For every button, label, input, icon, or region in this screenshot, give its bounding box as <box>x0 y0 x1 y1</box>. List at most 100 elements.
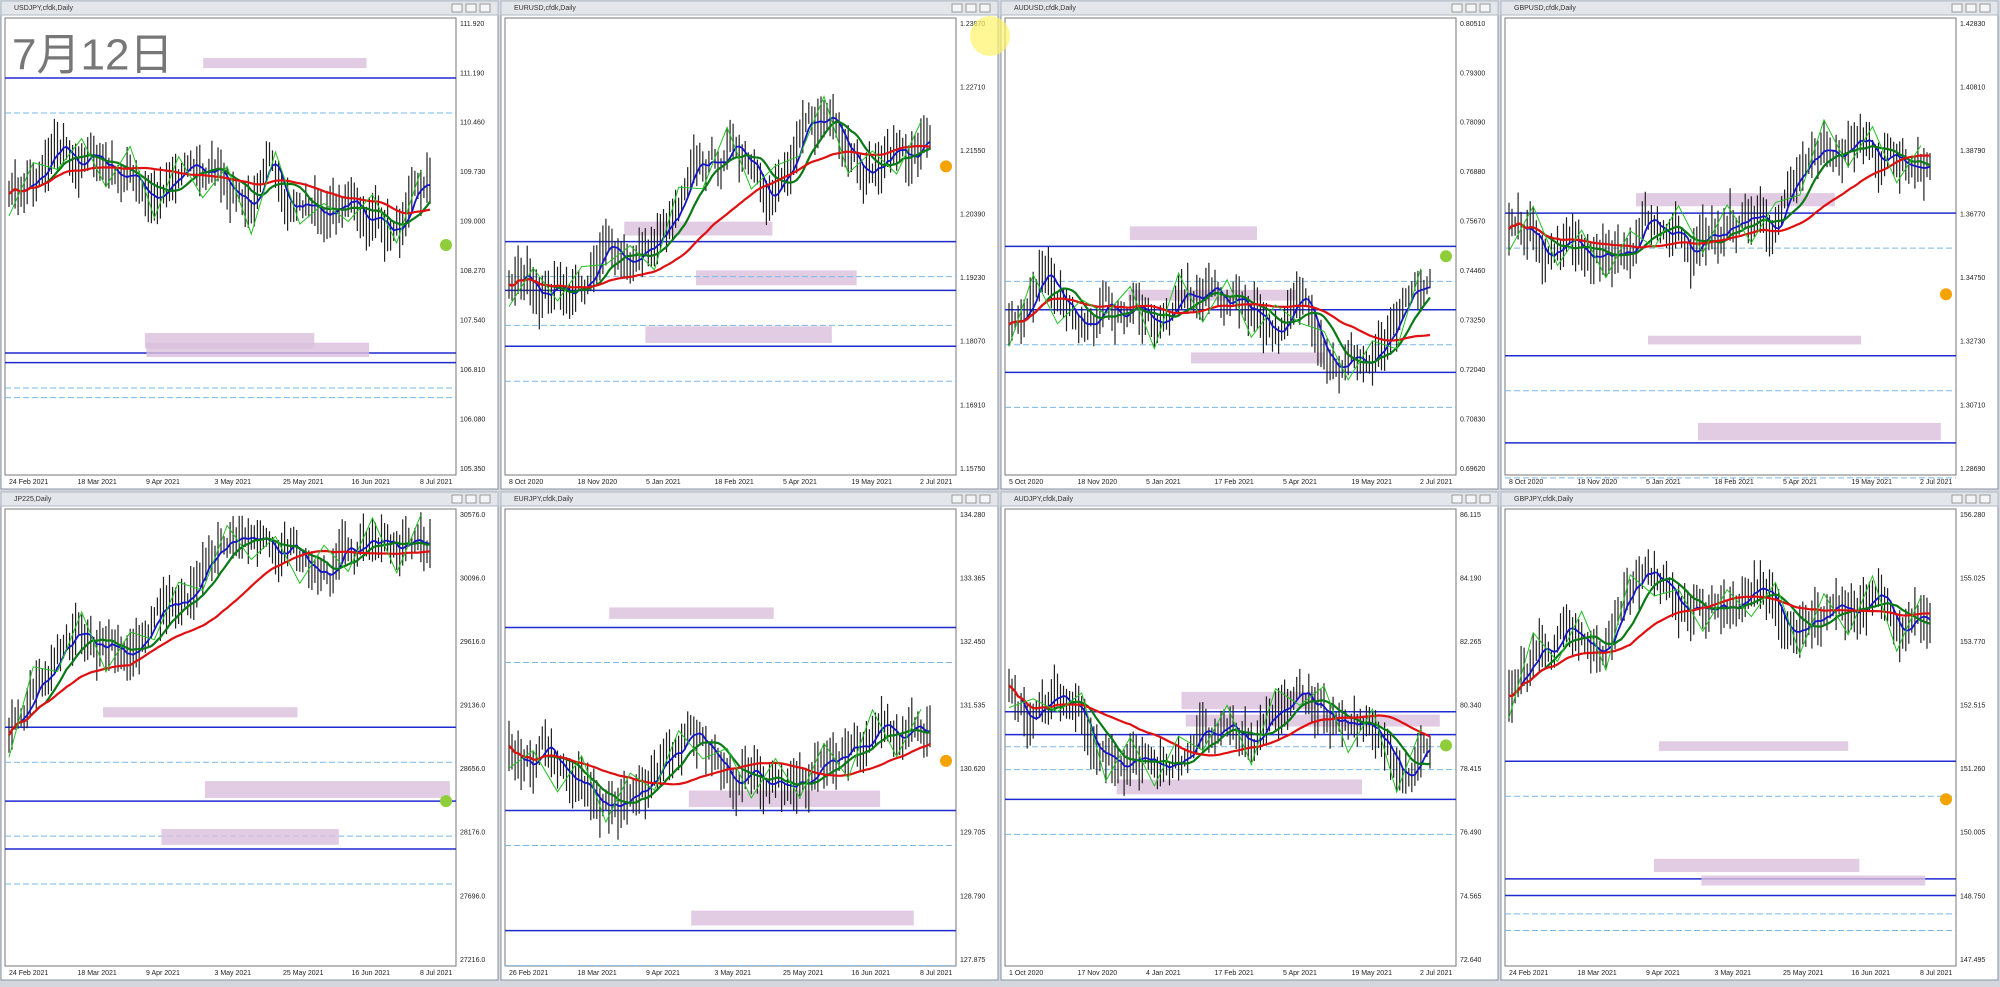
price-label: 110.460 <box>460 120 485 127</box>
price-label: 1.22710 <box>960 84 985 91</box>
plot-area <box>1504 508 1957 967</box>
date-label: 4 Jan 2021 <box>1146 970 1181 977</box>
title-bar <box>1500 0 1999 16</box>
date-label: 16 Jun 2021 <box>852 970 891 977</box>
window-button <box>1465 3 1477 13</box>
price-label: 1.18070 <box>960 339 985 346</box>
title-bar <box>1500 491 1999 507</box>
window-button <box>1451 494 1463 504</box>
zone <box>161 828 339 845</box>
chart-window: AUDUSD,cfdk,Daily 0.80510 0.79300 0.78090 0.… <box>1000 0 1499 490</box>
date-label: 19 May 2021 <box>1352 479 1393 486</box>
date-label: 9 Apr 2021 <box>646 970 680 977</box>
price-label: 1.36770 <box>1960 212 1985 219</box>
price-label: 0.74460 <box>1460 268 1485 275</box>
date-label: 17 Feb 2021 <box>1215 479 1254 486</box>
price-label: 131.535 <box>960 703 985 710</box>
zigzag <box>1008 685 1422 794</box>
price-label: 1.32730 <box>1960 339 1985 346</box>
window-button <box>979 3 991 13</box>
date-label: 8 Oct 2020 <box>1509 479 1543 486</box>
overlay-date: 7月12日 <box>12 31 173 80</box>
zone <box>1116 779 1362 795</box>
date-label: 9 Apr 2021 <box>1646 970 1680 977</box>
window-title: EURJPY,cfdk,Daily <box>514 496 574 503</box>
date-label: 5 Apr 2021 <box>1783 479 1817 486</box>
window-title: AUDJPY,cfdk,Daily <box>1014 496 1074 503</box>
chart-window: AUDJPY,cfdk,Daily 86.115 84.190 82.265 80.34… <box>1000 491 1499 981</box>
moving-average <box>508 145 931 289</box>
marker <box>1940 793 1952 806</box>
moving-average <box>508 743 931 786</box>
window-button <box>1965 494 1977 504</box>
price-label: 76.490 <box>1460 830 1482 837</box>
window-title: GBPJPY,cfdk,Daily <box>1514 496 1574 503</box>
window-button <box>965 3 977 13</box>
price-label: 108.270 <box>460 268 485 275</box>
price-label: 109.000 <box>460 219 485 226</box>
date-label: 19 May 2021 <box>1352 970 1393 977</box>
date-label: 3 May 2021 <box>715 970 752 977</box>
date-label: 8 Jul 2021 <box>920 970 952 977</box>
zone <box>1191 352 1324 364</box>
marker <box>940 754 952 767</box>
zigzag <box>1008 268 1422 381</box>
chart-window: JP225,Daily 30576.0 30096.0 29616.0 29136.0 2… <box>0 491 499 981</box>
window-button <box>1479 494 1491 504</box>
window-title: EURUSD,cfdk,Daily <box>514 5 576 12</box>
price-label: 1.16910 <box>960 402 985 409</box>
price-label: 148.750 <box>1960 893 1985 900</box>
price-label: 0.75670 <box>1460 219 1485 226</box>
window-button <box>451 494 463 504</box>
date-label: 5 Apr 2021 <box>1283 970 1317 977</box>
price-label: 1.21550 <box>960 148 985 155</box>
price-label: 133.365 <box>960 575 985 582</box>
zigzag <box>508 95 922 307</box>
window-button <box>1451 3 1463 13</box>
price-label: 27216.0 <box>460 957 485 964</box>
price-label: 1.30710 <box>1960 402 1985 409</box>
price-label: 28656.0 <box>460 766 485 773</box>
price-label: 147.495 <box>1960 957 1985 964</box>
date-label: 25 May 2021 <box>283 970 324 977</box>
price-label: 107.540 <box>460 318 485 325</box>
moving-average <box>508 723 931 808</box>
date-label: 18 Nov 2020 <box>1578 479 1618 486</box>
date-label: 9 Apr 2021 <box>146 970 180 977</box>
price-label: 0.70830 <box>1460 416 1485 423</box>
title-bar <box>1000 0 1499 16</box>
moving-average <box>1008 274 1431 369</box>
window-button <box>1951 494 1963 504</box>
date-label: 24 Feb 2021 <box>1509 970 1548 977</box>
price-label: 82.265 <box>1460 639 1482 646</box>
price-label: 0.73250 <box>1460 318 1485 325</box>
date-label: 5 Apr 2021 <box>1283 479 1317 486</box>
price-label: 1.40810 <box>1960 84 1985 91</box>
price-label: 1.34750 <box>1960 275 1985 282</box>
price-label: 127.875 <box>960 957 985 964</box>
date-label: 3 May 2021 <box>215 479 252 486</box>
date-label: 18 Nov 2020 <box>1078 479 1118 486</box>
zone <box>1185 714 1440 727</box>
price-label: 134.280 <box>960 512 985 519</box>
price-label: 153.770 <box>1960 639 1985 646</box>
window-title: USDJPY,cfdk,Daily <box>14 5 74 12</box>
window-button <box>451 3 463 13</box>
date-label: 16 Jun 2021 <box>352 970 391 977</box>
marker <box>440 239 452 252</box>
plot-area <box>4 17 457 476</box>
moving-average <box>1508 144 1931 257</box>
marker <box>440 795 452 808</box>
date-label: 18 Feb 2021 <box>715 479 754 486</box>
price-label: 128.790 <box>960 893 985 900</box>
date-label: 5 Jan 2021 <box>1646 479 1681 486</box>
zone <box>609 607 774 619</box>
date-label: 2 Jul 2021 <box>920 479 952 486</box>
date-label: 25 May 2021 <box>783 970 824 977</box>
date-label: 5 Jan 2021 <box>1146 479 1181 486</box>
date-label: 25 May 2021 <box>283 479 324 486</box>
price-label: 72.640 <box>1460 957 1482 964</box>
title-bar <box>500 491 999 507</box>
cursor-highlight <box>970 16 1010 56</box>
marker <box>1940 288 1952 301</box>
